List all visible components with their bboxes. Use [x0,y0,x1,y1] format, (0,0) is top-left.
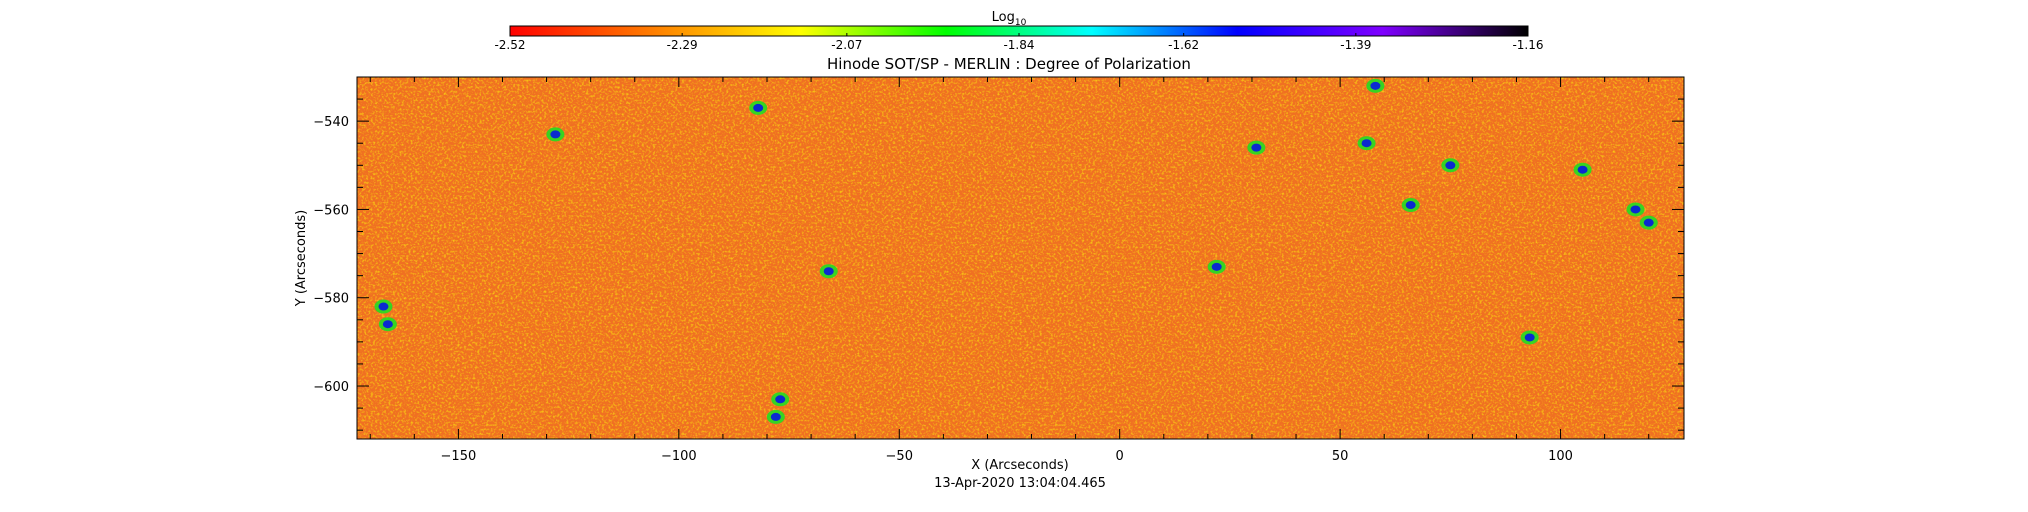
colorbar-tick-label: -1.39 [1340,38,1371,52]
colorbar-tick-label: -2.52 [494,38,525,52]
colorbar: Log10 -2.52 -2.29 -2.07 -1.84 -1.62 -1.39 -1.1… [494,10,1543,52]
region-core [1524,333,1535,342]
region-core [1643,218,1654,227]
x-tick-label: −50 [886,449,913,464]
region-core [823,267,834,276]
y-tick-label: −580 [313,292,349,307]
region-core [1211,262,1222,271]
y-axis: −540 −560 −580 −600 [313,76,1684,431]
region-core [378,302,389,311]
plot-area: −150 −100 −50 0 50 100 −540 −560 −580 −600 [313,76,1685,464]
x-tick-label: −100 [661,449,697,464]
plot-frame [356,76,1685,440]
colorbar-label-base: Log [992,10,1015,25]
region-core [1630,205,1641,214]
region-core [1251,143,1262,152]
x-axis-label: X (Arcseconds) [971,458,1068,473]
chart-title: Hinode SOT/SP - MERLIN : Degree of Polar… [827,55,1191,73]
x-tick-label: 0 [1116,449,1124,464]
region-core [1445,161,1456,170]
colorbar-tick-label: -1.84 [1003,38,1034,52]
colorbar-label-subscript: 10 [1015,18,1027,28]
y-tick-label: −600 [313,380,349,395]
observation-timestamp: 13-Apr-2020 13:04:04.465 [934,476,1106,491]
colorbar-ticks: -2.52 -2.29 -2.07 -1.84 -1.62 -1.39 -1.16 [494,33,1544,52]
region-core [1405,201,1416,210]
y-tick-label: −540 [313,115,349,130]
region-core [1361,139,1372,148]
strong-polarization-regions [374,78,1658,424]
colorbar-tick-label: -2.07 [831,38,862,52]
colorbar-label: Log10 [992,10,1027,28]
x-tick-label: −150 [441,449,477,464]
region-core [753,103,764,112]
y-axis-label: Y (Arcseconds) [294,210,309,307]
region-core [550,130,561,139]
colorbar-tick-label: -1.16 [1512,38,1543,52]
y-tick-label: −560 [313,203,349,218]
region-core [775,395,786,404]
x-tick-label: 100 [1548,449,1573,464]
x-tick-label: 50 [1332,449,1349,464]
region-core [382,320,393,329]
colorbar-tick-label: -2.29 [667,38,698,52]
region-core [1370,81,1381,90]
polarization-map-background [357,77,1684,439]
region-core [1577,165,1588,174]
region-core [770,412,781,421]
colorbar-tick-label: -1.62 [1168,38,1199,52]
x-axis: −150 −100 −50 0 50 100 [369,77,1650,464]
